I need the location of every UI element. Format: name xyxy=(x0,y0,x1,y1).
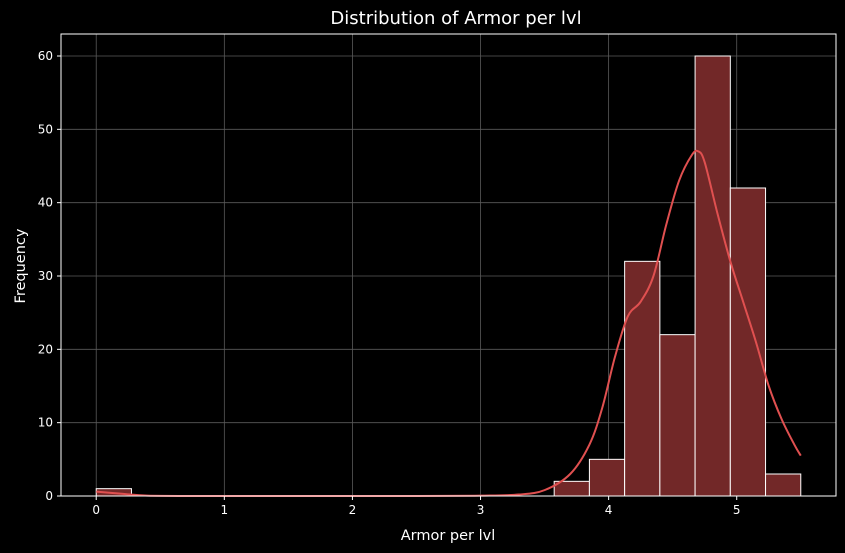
y-tick-label: 50 xyxy=(38,122,53,136)
histogram-bar xyxy=(729,187,767,497)
histogram-bar xyxy=(765,473,802,497)
chart-title: Distribution of Armor per lvl xyxy=(330,8,581,29)
y-axis-label: Frequency xyxy=(13,228,29,303)
x-axis-ticks: 0 1 2 3 4 5 xyxy=(92,496,741,517)
y-tick-label: 30 xyxy=(38,269,53,283)
histogram-bar xyxy=(588,458,626,497)
y-tick-label: 10 xyxy=(38,416,53,430)
histogram-bar xyxy=(624,260,661,497)
histogram-bar xyxy=(659,334,696,497)
x-tick-label: 4 xyxy=(605,503,613,517)
y-tick-label: 0 xyxy=(45,489,53,503)
x-tick-label: 3 xyxy=(477,503,485,517)
x-tick-label: 5 xyxy=(733,503,741,517)
histogram-bar xyxy=(694,55,731,497)
plot-frame xyxy=(60,33,837,497)
y-tick-label: 60 xyxy=(38,49,53,63)
x-axis-label: Armor per lvl xyxy=(401,528,496,544)
x-tick-label: 2 xyxy=(349,503,357,517)
y-tick-label: 20 xyxy=(38,342,53,356)
y-axis-ticks: 0 10 20 30 40 50 60 xyxy=(38,49,61,503)
x-tick-label: 0 xyxy=(92,503,100,517)
x-tick-label: 1 xyxy=(221,503,229,517)
y-tick-label: 40 xyxy=(38,196,53,210)
